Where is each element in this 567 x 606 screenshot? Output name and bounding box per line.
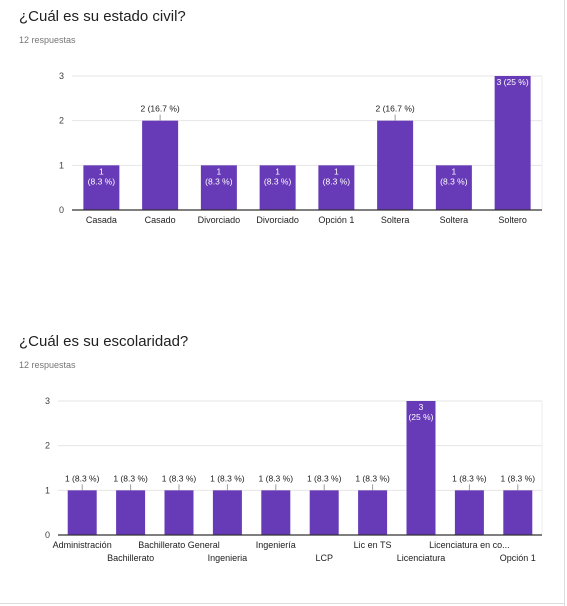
x-tick-label: Soltera xyxy=(440,215,469,225)
question-card-schooling: ¿Cuál es su escolaridad? 12 respuestas xyxy=(0,325,564,605)
x-tick-label: Licenciatura xyxy=(397,553,446,563)
y-tick-label: 1 xyxy=(59,160,64,170)
x-tick-label: Administración xyxy=(53,540,112,550)
x-tick-label: Casada xyxy=(86,215,117,225)
question-card-civil-status: ¿Cuál es su estado civil? 12 respuestas xyxy=(19,8,186,45)
x-tick-label: Licenciatura en co... xyxy=(429,540,510,550)
bar xyxy=(454,490,484,535)
data-label: 1 (8.3 %) xyxy=(264,166,292,186)
data-label: 1 (8.3 %) xyxy=(355,473,390,483)
data-label: 1 (8.3 %) xyxy=(323,166,351,186)
data-label: 1 (8.3 %) xyxy=(501,473,536,483)
question-title: ¿Cuál es su estado civil? xyxy=(19,8,186,25)
data-label: 2 (16.7 %) xyxy=(141,104,180,114)
data-label: 1 (8.3 %) xyxy=(440,166,468,186)
bar xyxy=(503,490,533,535)
x-tick-label: Lic en TS xyxy=(354,540,392,550)
bar xyxy=(67,490,97,535)
y-tick-label: 0 xyxy=(45,530,50,540)
data-label: 1 (8.3 %) xyxy=(205,166,233,186)
bar xyxy=(435,165,472,210)
data-label: 1 (8.3 %) xyxy=(259,473,294,483)
data-label: 1 (8.3 %) xyxy=(210,473,245,483)
y-tick-label: 1 xyxy=(45,485,50,495)
x-tick-label: Divorciado xyxy=(256,215,299,225)
data-label: 3 (25 %) xyxy=(497,77,529,87)
card-border-bottom xyxy=(0,603,565,604)
bar xyxy=(318,165,355,210)
data-label: 1 (8.3 %) xyxy=(65,473,100,483)
data-label: 1 (8.3 %) xyxy=(88,166,116,186)
bar xyxy=(259,165,296,210)
bar xyxy=(494,76,531,210)
bar xyxy=(358,490,388,535)
x-tick-label: Casado xyxy=(145,215,176,225)
question-title: ¿Cuál es su escolaridad? xyxy=(19,333,189,350)
response-count: 12 respuestas xyxy=(19,360,76,370)
data-label: 1 (8.3 %) xyxy=(113,473,148,483)
bar xyxy=(83,165,120,210)
x-tick-label: Opción 1 xyxy=(500,553,536,563)
x-tick-label: Soltero xyxy=(498,215,527,225)
y-tick-label: 3 xyxy=(45,396,50,406)
bar xyxy=(309,490,339,535)
data-label: 2 (16.7 %) xyxy=(376,104,415,114)
data-label: 3 (25 %) xyxy=(408,402,433,422)
x-tick-label: Divorciado xyxy=(198,215,241,225)
x-tick-label: LCP xyxy=(315,553,333,563)
response-count: 12 respuestas xyxy=(19,35,76,45)
y-tick-label: 0 xyxy=(59,205,64,215)
bar xyxy=(406,401,436,535)
y-tick-label: 2 xyxy=(59,116,64,126)
x-tick-label: Soltera xyxy=(381,215,410,225)
y-tick-label: 2 xyxy=(45,441,50,451)
card-border-right xyxy=(564,0,565,606)
bar xyxy=(142,120,179,210)
data-label: 1 (8.3 %) xyxy=(307,473,342,483)
bar xyxy=(212,490,242,535)
bar-chart-schooling: 0 1 2 3 1 (8.3 %) Administración 1 (8.3 %) Bach… xyxy=(45,396,543,563)
bar xyxy=(164,490,194,535)
x-tick-label: Ingeniería xyxy=(256,540,296,550)
bar xyxy=(116,490,146,535)
bar xyxy=(377,120,414,210)
x-tick-label: Bachillerato General xyxy=(138,540,220,550)
data-label: 1 (8.3 %) xyxy=(162,473,197,483)
bar xyxy=(261,490,291,535)
x-tick-label: Opción 1 xyxy=(318,215,354,225)
y-tick-label: 3 xyxy=(59,71,64,81)
bar xyxy=(200,165,237,210)
x-tick-label: Bachillerato xyxy=(107,553,154,563)
bar-chart-civil-status: 0 1 2 3 1 (8.3 %) Casada 2 (16.7 %) Casado 1 (8.3 … xyxy=(59,71,543,225)
data-label: 1 (8.3 %) xyxy=(452,473,487,483)
x-tick-label: Ingenieria xyxy=(208,553,248,563)
